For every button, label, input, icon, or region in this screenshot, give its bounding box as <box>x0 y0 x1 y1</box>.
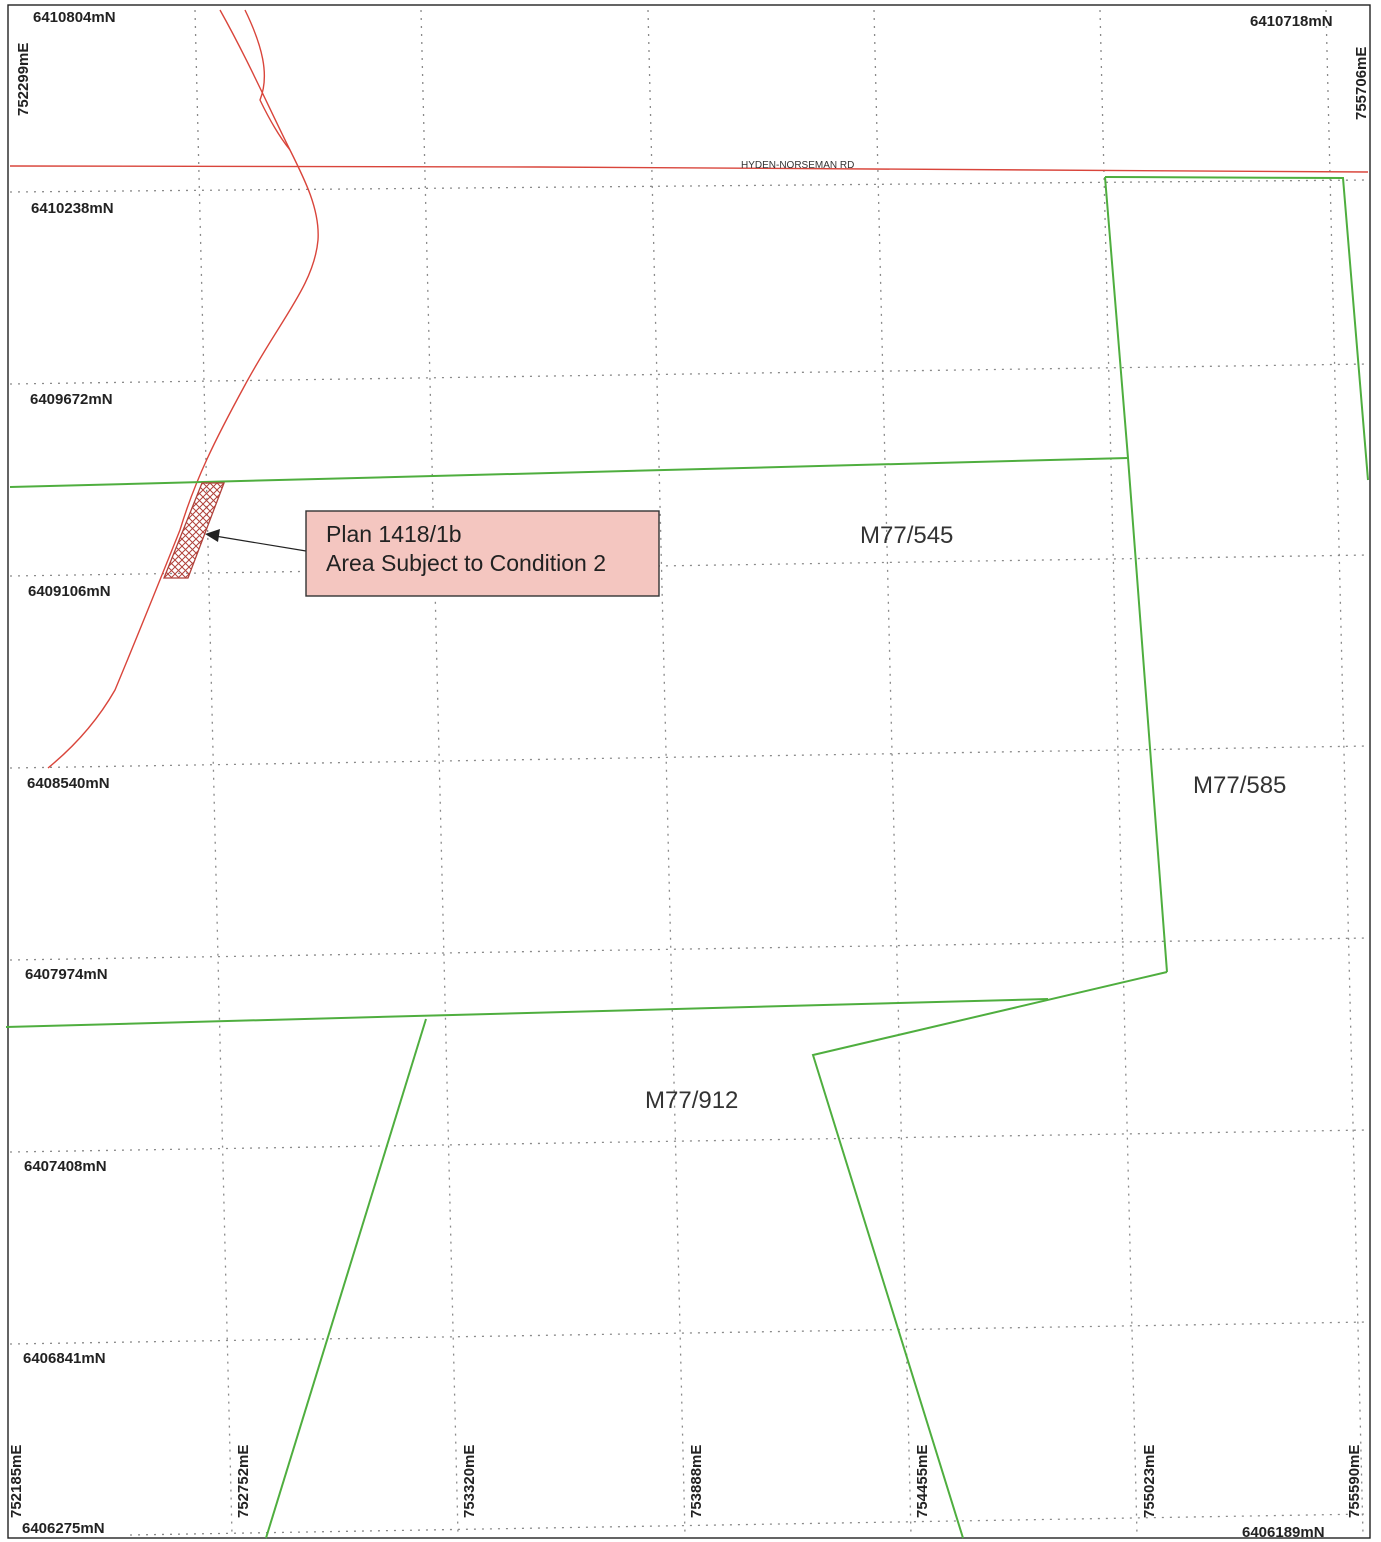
boundary-m77-585-upper <box>1104 176 1369 481</box>
callout-line-1: Plan 1418/1b <box>326 521 462 547</box>
tenement-label-m77-585: M77/585 <box>1193 772 1286 799</box>
gridline-e-5 <box>1099 9 1138 1536</box>
easting-label: 755590mE <box>1346 1445 1363 1518</box>
boundary-central-vertical <box>1104 176 1168 973</box>
northing-gridlines <box>9 179 1369 1536</box>
road-branch <box>244 9 291 151</box>
hyden-norseman-road-line <box>9 165 1369 173</box>
corner-top-left-easting: 752299mE <box>15 43 32 116</box>
easting-label: 752752mE <box>235 1445 252 1518</box>
road-label: HYDEN-NORSEMAN RD <box>741 160 854 171</box>
gridline-n-2 <box>9 363 1369 385</box>
callout-arrow <box>205 529 307 552</box>
gridline-e-6 <box>1325 9 1364 1536</box>
northing-label: 6409672mN <box>30 391 113 408</box>
map-frame <box>7 4 1371 1539</box>
gridline-n-6 <box>9 1129 1369 1153</box>
gridline-n-8 <box>129 1513 1369 1536</box>
northing-label: 6407408mN <box>24 1158 107 1175</box>
gridline-e-3 <box>647 9 686 1536</box>
callout-line-2: Area Subject to Condition 2 <box>326 550 606 576</box>
gridline-e-4 <box>873 9 912 1536</box>
northing-label: 6410238mN <box>31 200 114 217</box>
corner-bottom-right-northing: 6406189mN <box>1242 1524 1325 1541</box>
tenement-label-m77-545: M77/545 <box>860 522 953 549</box>
gridline-e-2 <box>420 9 459 1536</box>
northing-label: 6406275mN <box>22 1520 105 1537</box>
road-network <box>9 9 1369 769</box>
easting-label: 755023mE <box>1141 1445 1158 1518</box>
easting-label: 754455mE <box>914 1445 931 1518</box>
northing-label: 6408540mN <box>27 775 110 792</box>
road-curve-west <box>47 9 319 769</box>
easting-label: 753888mE <box>688 1445 705 1518</box>
gridline-n-4 <box>9 745 1369 769</box>
easting-label: 752185mE <box>8 1445 25 1518</box>
easting-gridlines <box>194 9 1364 1536</box>
gridline-e-1 <box>194 9 233 1536</box>
northing-label: 6407974mN <box>25 966 108 983</box>
boundary-south-lease-line <box>5 998 1049 1028</box>
easting-labels: 752185mE 752752mE 753320mE 753888mE 7544… <box>8 1445 1363 1518</box>
corner-top-right-northing: 6410718mN <box>1250 13 1333 30</box>
northing-label: 6409106mN <box>28 583 111 600</box>
callout-box: Plan 1418/1b Area Subject to Condition 2 <box>305 510 660 597</box>
tenement-label-m77-912: M77/912 <box>645 1087 738 1114</box>
easting-label: 753320mE <box>461 1445 478 1518</box>
corner-top-right-easting: 755706mE <box>1353 47 1370 120</box>
gridline-n-1 <box>9 179 1369 193</box>
northing-labels: 6410238mN 6409672mN 6409106mN 6408540mN … <box>22 200 114 1537</box>
boundary-m77-912-west <box>265 1018 427 1539</box>
corner-top-left-northing: 6410804mN <box>33 9 116 26</box>
gridline-n-7 <box>9 1321 1369 1345</box>
condition-area-hatch <box>163 482 225 579</box>
gridline-n-3 <box>9 554 1369 577</box>
boundary-north-lease-line <box>9 457 1129 488</box>
northing-label: 6406841mN <box>23 1350 106 1367</box>
lease-boundaries <box>5 176 1369 1539</box>
boundary-m77-912-east <box>811 971 1168 1539</box>
